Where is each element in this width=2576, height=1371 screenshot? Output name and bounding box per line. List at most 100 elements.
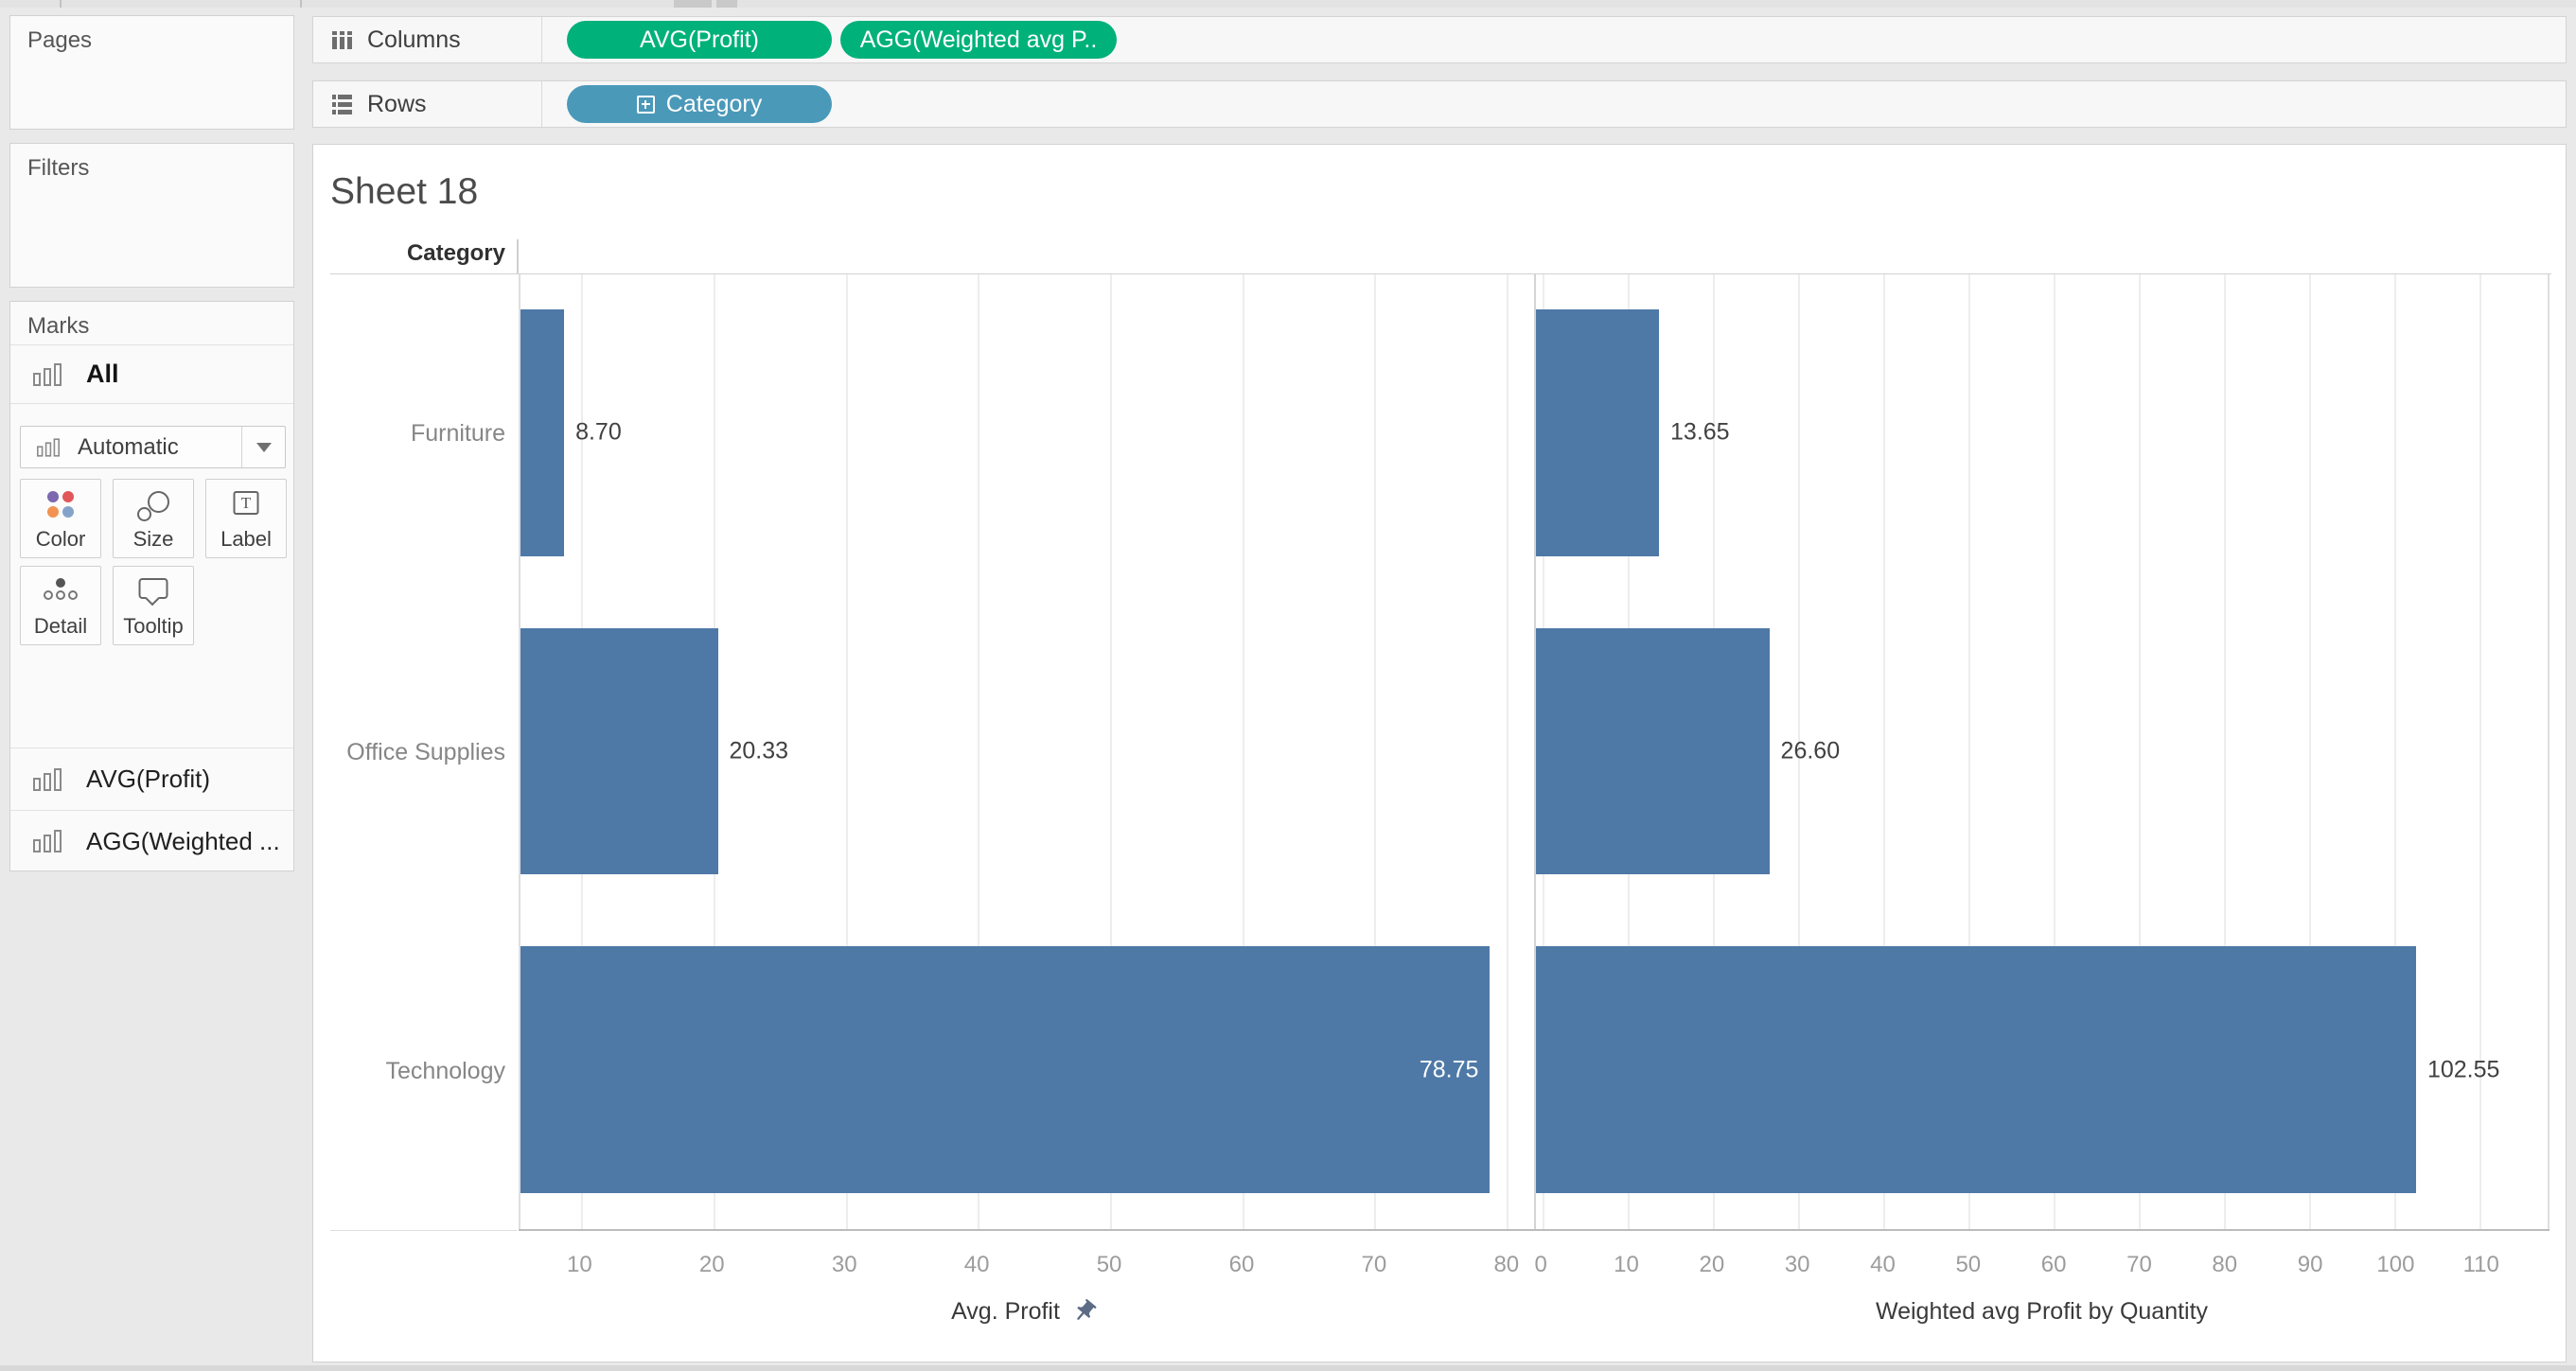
- axis-tick-label: 20: [698, 1252, 725, 1277]
- pill-agg-weighted[interactable]: AGG(Weighted avg P..: [840, 21, 1117, 59]
- bar-value-label: 26.60: [1780, 737, 1841, 765]
- x-axis-title-text: Avg. Profit: [951, 1297, 1060, 1325]
- toolbar-fragment: [60, 0, 62, 8]
- axis-tick-label: 110: [2462, 1252, 2499, 1277]
- rows-shelf[interactable]: Rows Category: [312, 80, 2567, 128]
- marks-tab-avg-profit[interactable]: AVG(Profit): [10, 747, 293, 810]
- columns-shelf[interactable]: Columns AVG(Profit) AGG(Weighted avg P..: [312, 16, 2567, 63]
- gridline: [845, 273, 848, 1229]
- axis-tick-label: 50: [1096, 1252, 1122, 1277]
- x-axis-title-avg-profit[interactable]: Avg. Profit: [519, 1288, 1530, 1335]
- axis-tick-label: 70: [2126, 1252, 2152, 1277]
- axis-tick-label: 70: [1361, 1252, 1387, 1277]
- gridline: [2224, 273, 2227, 1229]
- row-field-header[interactable]: Category: [406, 240, 505, 266]
- toolbar-fragment: [716, 0, 737, 8]
- bar-mark[interactable]: [1536, 946, 2416, 1193]
- gridline: [2479, 273, 2481, 1229]
- expand-plus-icon[interactable]: [636, 95, 655, 114]
- columns-icon: [332, 31, 352, 49]
- x-axis-title-weighted-avg[interactable]: Weighted avg Profit by Quantity: [1534, 1288, 2550, 1335]
- marks-tab-agg-weighted[interactable]: AGG(Weighted ...: [10, 810, 293, 871]
- category-band: 78.75: [520, 910, 1530, 1229]
- gridline: [978, 273, 980, 1229]
- bar-value-label: 78.75: [1419, 1056, 1479, 1083]
- row-label-technology[interactable]: Technology: [385, 1058, 505, 1084]
- axis-tick-label: 80: [1493, 1252, 1520, 1277]
- gridline: [1798, 273, 1801, 1229]
- tooltip-button[interactable]: Tooltip: [113, 566, 194, 645]
- detail-icon: [44, 578, 78, 601]
- axis-tick-label: 80: [2212, 1252, 2238, 1277]
- bar-mark[interactable]: [520, 946, 1491, 1193]
- category-band: 8.70: [520, 273, 1530, 592]
- axis-tick-label: 30: [831, 1252, 857, 1277]
- axis-tick-label: 30: [1784, 1252, 1810, 1277]
- bar-value-label: 102.55: [2426, 1056, 2500, 1083]
- axis-tick-label: 0: [1534, 1252, 1547, 1277]
- color-button[interactable]: Color: [20, 479, 101, 558]
- toolbar-remnant-strip: [0, 0, 2576, 8]
- row-label-office-supplies[interactable]: Office Supplies: [346, 739, 505, 765]
- bar-chart-icon: [33, 767, 62, 791]
- pages-shelf[interactable]: Pages: [9, 15, 294, 130]
- mark-type-dropdown[interactable]: Automatic: [20, 426, 286, 468]
- color-button-label: Color: [35, 527, 86, 551]
- rows-icon: [332, 95, 352, 114]
- size-button-label: Size: [132, 527, 174, 551]
- pinned-axis-icon[interactable]: [1071, 1298, 1098, 1325]
- gridline: [1506, 273, 1509, 1229]
- row-label-furniture[interactable]: Furniture: [410, 420, 505, 447]
- bottom-scroll-strip: [0, 1365, 2576, 1371]
- axis-tick-label: 60: [1228, 1252, 1255, 1277]
- bar-mark[interactable]: [520, 627, 718, 875]
- color-icon: [47, 491, 74, 518]
- label-button[interactable]: Label: [205, 479, 287, 558]
- category-band: 20.33: [520, 592, 1530, 911]
- gridline: [2394, 273, 2397, 1229]
- marks-card-label: Marks: [27, 313, 90, 339]
- header-underline: [330, 273, 2551, 274]
- detail-button[interactable]: Detail: [20, 566, 101, 645]
- pill-avg-profit[interactable]: AVG(Profit): [567, 21, 832, 59]
- chart-panel-weighted-avg: 13.65 26.60 102.55: [1534, 273, 2550, 1229]
- gridline: [1968, 273, 1971, 1229]
- bar-mark[interactable]: [1536, 627, 1770, 875]
- label-button-label: Label: [221, 527, 272, 551]
- bar-value-label: 8.70: [575, 418, 622, 446]
- chart-panel-avg-profit: 8.70 20.33 78.75: [519, 273, 1530, 1229]
- toolbar-fragment: [300, 0, 302, 8]
- axis-tick-label: 60: [2040, 1252, 2067, 1277]
- columns-shelf-label: Columns: [367, 26, 461, 53]
- marks-tab-all-label: All: [86, 360, 119, 388]
- axis-tick-label: 40: [1870, 1252, 1896, 1277]
- tooltip-icon: [138, 578, 168, 599]
- bar-mark[interactable]: [1536, 309, 1660, 556]
- filters-shelf[interactable]: Filters: [9, 143, 294, 288]
- rows-shelf-head: Rows: [313, 81, 542, 127]
- x-axis-title-text: Weighted avg Profit by Quantity: [1875, 1297, 2209, 1325]
- bar-mark[interactable]: [520, 309, 565, 556]
- marks-tab-all[interactable]: All: [10, 344, 293, 404]
- pages-shelf-label: Pages: [27, 27, 93, 53]
- bar-chart-icon: [37, 437, 60, 457]
- rows-pill-zone: Category: [542, 85, 832, 123]
- dropdown-caret[interactable]: [241, 427, 285, 467]
- x-axis-ticks-avg-profit: 10 20 30 40 50 60 70 80: [519, 1242, 1530, 1288]
- row-header-baseline: [330, 1230, 517, 1231]
- x-axis-line: [519, 1229, 2550, 1231]
- sheet-title: Sheet 18: [330, 171, 479, 212]
- gridline: [2054, 273, 2056, 1229]
- category-band: 13.65: [1536, 273, 2548, 592]
- bar-value-label: 13.65: [1670, 418, 1730, 446]
- gridline: [1109, 273, 1112, 1229]
- pill-category[interactable]: Category: [567, 85, 832, 123]
- tooltip-button-label: Tooltip: [123, 614, 184, 638]
- gridline: [1374, 273, 1377, 1229]
- axis-tick-label: 40: [963, 1252, 990, 1277]
- size-button[interactable]: Size: [113, 479, 194, 558]
- text-label-icon: [233, 491, 259, 515]
- axis-tick-label: 20: [1699, 1252, 1725, 1277]
- axis-tick-label: 50: [1955, 1252, 1982, 1277]
- marks-card: Marks All Automatic Color Size Label Det…: [9, 301, 294, 871]
